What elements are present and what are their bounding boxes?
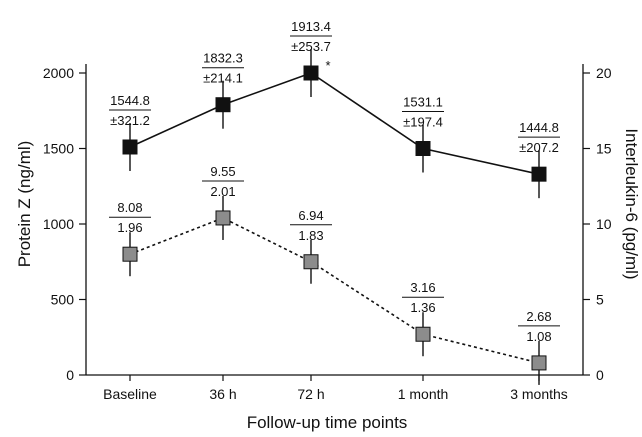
data-label-mean: 9.55 xyxy=(210,164,235,179)
y-tick-label-left: 500 xyxy=(51,292,75,308)
y-axis-title-left: Protein Z (ng/ml) xyxy=(15,141,34,268)
data-label-sd: ±214.1 xyxy=(203,71,243,86)
series-line-2 xyxy=(129,217,540,364)
data-label-sd: 2.01 xyxy=(210,184,235,199)
data-label-sd: 1.83 xyxy=(298,228,323,243)
data-label-sd: ±321.2 xyxy=(110,113,150,128)
y-tick-label-right: 10 xyxy=(596,216,612,232)
data-point-marker xyxy=(531,166,547,182)
data-label-sd: 1.08 xyxy=(526,329,551,344)
x-axis-title: Follow-up time points xyxy=(247,413,408,432)
data-label-sd: ±197.4 xyxy=(403,115,443,130)
axes: 0 500 1000 1500 2000 0 5 10 15 20 Baseline 36 h 72 h… xyxy=(43,64,612,402)
data-label-mean: 1544.8 xyxy=(110,93,150,108)
y-axis-title-right: Interleukin-6 (pg/ml) xyxy=(622,128,641,279)
y-tick-label-right: 15 xyxy=(596,141,612,157)
data-label-mean: 3.16 xyxy=(410,280,435,295)
y-tick-label-left: 1500 xyxy=(43,141,74,157)
data-point-marker xyxy=(122,139,138,155)
y-tick-label-left: 2000 xyxy=(43,65,74,81)
series-line-1 xyxy=(129,72,540,175)
data-label-sd: 1.36 xyxy=(410,300,435,315)
y-tick-label-right: 5 xyxy=(596,292,604,308)
x-tick-label: 36 h xyxy=(209,386,236,402)
x-tick-label: 1 month xyxy=(398,386,449,402)
data-point-marker xyxy=(415,326,431,342)
data-point-marker xyxy=(303,65,319,81)
significance-asterisk: * xyxy=(325,58,330,73)
data-point-marker xyxy=(531,355,547,371)
x-tick-label: 72 h xyxy=(297,386,324,402)
data-label-sd: ±253.7 xyxy=(291,39,331,54)
data-point-marker xyxy=(215,210,231,226)
data-label-sd: ±207.2 xyxy=(519,140,559,155)
data-point-marker xyxy=(122,246,138,262)
data-label-sd: 1.96 xyxy=(117,220,142,235)
data-point-marker xyxy=(215,97,231,113)
data-labels: 1544.8 ±321.2 1832.3 ±214.1 1913.4 ±253.7 1531… xyxy=(109,19,560,344)
x-tick-label: 3 months xyxy=(510,386,568,402)
y-tick-label-left: 1000 xyxy=(43,216,74,232)
x-tick-label: Baseline xyxy=(103,386,157,402)
data-label-mean: 1913.4 xyxy=(291,19,331,34)
data-label-mean: 8.08 xyxy=(117,200,142,215)
data-label-mean: 6.94 xyxy=(298,208,323,223)
series-layer xyxy=(122,49,547,385)
data-point-marker xyxy=(415,141,431,156)
data-label-mean: 1832.3 xyxy=(203,51,243,66)
y-tick-label-right: 20 xyxy=(596,65,612,81)
data-label-mean: 1531.1 xyxy=(403,95,443,110)
data-label-mean: 1444.8 xyxy=(519,120,559,135)
y-tick-label-left: 0 xyxy=(66,367,74,383)
y-tick-label-right: 0 xyxy=(596,367,604,383)
data-label-mean: 2.68 xyxy=(526,309,551,324)
data-point-marker xyxy=(303,254,319,270)
